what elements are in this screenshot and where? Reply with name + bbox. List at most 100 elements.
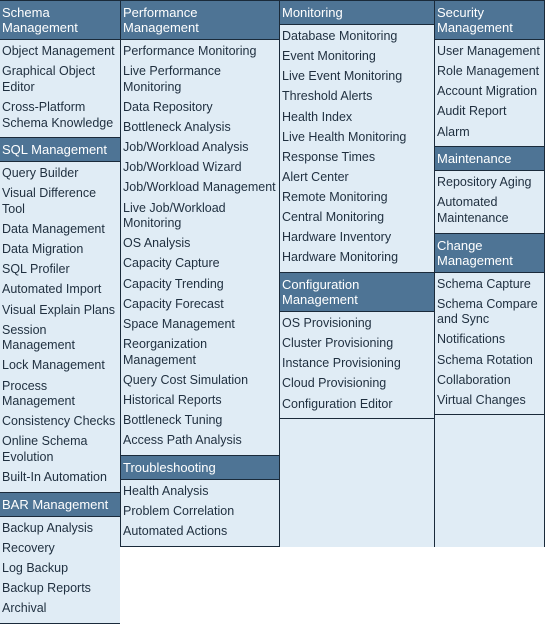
item-visual-difference-tool: Visual Difference Tool [2, 186, 118, 217]
item-process-management: Process Management [2, 379, 118, 410]
item-job-workload-management: Job/Workload Management [123, 180, 277, 196]
section-items: Health AnalysisProblem CorrelationAutoma… [121, 480, 279, 546]
item-capacity-forecast: Capacity Forecast [123, 297, 277, 313]
section-items: Query Builder Visual Difference Tool Data … [0, 162, 120, 492]
section-header-troubleshooting: Troubleshooting [121, 455, 279, 480]
item-built-in-automation: Built-In Automation [2, 470, 118, 486]
item-automated-maintenance: Automated Maintenance [437, 195, 542, 226]
item-live-performance-monitoring: Live Performance Monitoring [123, 64, 277, 95]
item-log-backup: Log Backup [2, 561, 118, 577]
section-items: Object Management Graphical Object Editor… [0, 40, 120, 137]
item-central-monitoring: Central Monitoring [282, 210, 432, 226]
section-monitoring: MonitoringDatabase MonitoringEvent Monit… [280, 0, 434, 272]
section-maintenance: Maintenance Repository Aging Automated Mai… [435, 146, 544, 232]
item-data-migration: Data Migration [2, 242, 118, 258]
item-schema-rotation: Schema Rotation [437, 353, 542, 369]
item-object-management: Object Management [2, 44, 118, 60]
item-visual-explain-plans: Visual Explain Plans [2, 303, 118, 319]
item-session-management: Session Management [2, 323, 118, 354]
item-live-job-workload-monitoring: Live Job/Workload Monitoring [123, 201, 277, 232]
item-alarm: Alarm [437, 125, 542, 141]
item-configuration-editor: Configuration Editor [282, 397, 432, 413]
section-header-performance-management: Performance Management [121, 0, 279, 40]
item-schema-capture: Schema Capture [437, 277, 542, 293]
item-bottleneck-tuning: Bottleneck Tuning [123, 413, 277, 429]
item-schema-compare-and-sync: Schema Compare and Sync [437, 297, 542, 328]
item-reorganization-management: Reorganization Management [123, 337, 277, 368]
item-remote-monitoring: Remote Monitoring [282, 190, 432, 206]
item-repository-aging: Repository Aging [437, 175, 542, 191]
column-2: MonitoringDatabase MonitoringEvent Monit… [280, 0, 435, 547]
item-cluster-provisioning: Cluster Provisioning [282, 336, 432, 352]
column-filler [435, 414, 544, 547]
item-hardware-monitoring: Hardware Monitoring [282, 250, 432, 266]
column-0: Schema Management Object Management Graphi… [0, 0, 121, 547]
item-data-repository: Data Repository [123, 100, 277, 116]
column-filler [280, 418, 434, 547]
section-header-maintenance: Maintenance [435, 146, 544, 171]
item-os-provisioning: OS Provisioning [282, 316, 432, 332]
item-user-management: User Management [437, 44, 542, 60]
section-bar-management: BAR Management Backup Analysis Recovery Log… [0, 492, 120, 623]
item-threshold-alerts: Threshold Alerts [282, 89, 432, 105]
section-items: OS Provisioning Cluster Provisioning Insta… [280, 312, 434, 418]
item-health-index: Health Index [282, 110, 432, 126]
column-1: Performance Management Performance Monito… [121, 0, 280, 547]
item-job-workload-analysis: Job/Workload Analysis [123, 140, 277, 156]
item-live-event-monitoring: Live Event Monitoring [282, 69, 432, 85]
item-response-times: Response Times [282, 150, 432, 166]
item-collaboration: Collaboration [437, 373, 542, 389]
section-items: Backup Analysis Recovery Log Backup Backup … [0, 517, 120, 623]
item-consistency-checks: Consistency Checks [2, 414, 118, 430]
item-live-health-monitoring: Live Health Monitoring [282, 130, 432, 146]
item-online-schema-evolution: Online Schema Evolution [2, 434, 118, 465]
item-sql-profiler: SQL Profiler [2, 262, 118, 278]
item-cloud-provisioning: Cloud Provisioning [282, 376, 432, 392]
section-sql-management: SQL Management Query Builder Visual Differ… [0, 137, 120, 492]
column-3: Security Management User Management Role M… [435, 0, 545, 547]
item-hardware-inventory: Hardware Inventory [282, 230, 432, 246]
item-query-cost-simulation: Query Cost Simulation [123, 373, 277, 389]
item-backup-reports: Backup Reports [2, 581, 118, 597]
item-alert-center: Alert Center [282, 170, 432, 186]
item-bottleneck-analysis: Bottleneck Analysis [123, 120, 277, 136]
item-health-analysis: Health Analysis [123, 484, 277, 500]
section-header-schema-management: Schema Management [0, 0, 120, 40]
item-audit-report: Audit Report [437, 104, 542, 120]
item-lock-management: Lock Management [2, 358, 118, 374]
section-header-sql-management: SQL Management [0, 137, 120, 162]
item-access-path-analysis: Access Path Analysis [123, 433, 277, 449]
item-role-management: Role Management [437, 64, 542, 80]
item-event-monitoring: Event Monitoring [282, 49, 432, 65]
item-automated-import: Automated Import [2, 282, 118, 298]
section-schema-management: Schema Management Object Management Graphi… [0, 0, 120, 137]
item-historical-reports: Historical Reports [123, 393, 277, 409]
section-header-bar-management: BAR Management [0, 492, 120, 517]
item-graphical-object-editor: Graphical Object Editor [2, 64, 118, 95]
section-configuration-management: Configuration ManagementOS ProvisioningC… [280, 272, 434, 418]
item-space-management: Space Management [123, 317, 277, 333]
item-recovery: Recovery [2, 541, 118, 557]
item-archival: Archival [2, 601, 118, 617]
item-account-migration: Account Migration [437, 84, 542, 100]
item-notifications: Notifications [437, 332, 542, 348]
item-capacity-capture: Capacity Capture [123, 256, 277, 272]
section-change-management: Change Management Schema Capture Schema Co… [435, 233, 544, 415]
section-security-management: Security Management User Management Role M… [435, 0, 544, 146]
section-performance-management: Performance Management Performance Monito… [121, 0, 279, 455]
section-troubleshooting: Troubleshooting Health Analysis Problem Co… [121, 455, 279, 546]
section-header-change-management: Change Management [435, 233, 544, 273]
item-data-management: Data Management [2, 222, 118, 238]
section-items: Database MonitoringEvent MonitoringLive … [280, 25, 434, 272]
section-items: Repository Aging Automated Maintenance [435, 171, 544, 232]
item-os-analysis: OS Analysis [123, 236, 277, 252]
item-performance-monitoring: Performance Monitoring [123, 44, 277, 60]
item-backup-analysis: Backup Analysis [2, 521, 118, 537]
item-problem-correlation: Problem Correlation [123, 504, 277, 520]
item-query-builder: Query Builder [2, 166, 118, 182]
section-header-monitoring: Monitoring [280, 0, 434, 25]
section-items: Schema Capture Schema Compare and Sync Not… [435, 273, 544, 415]
item-cross-platform-schema-knowledge: Cross-Platform Schema Knowledge [2, 100, 118, 131]
item-instance-provisioning: Instance Provisioning [282, 356, 432, 372]
section-header-security-management: Security Management [435, 0, 544, 40]
